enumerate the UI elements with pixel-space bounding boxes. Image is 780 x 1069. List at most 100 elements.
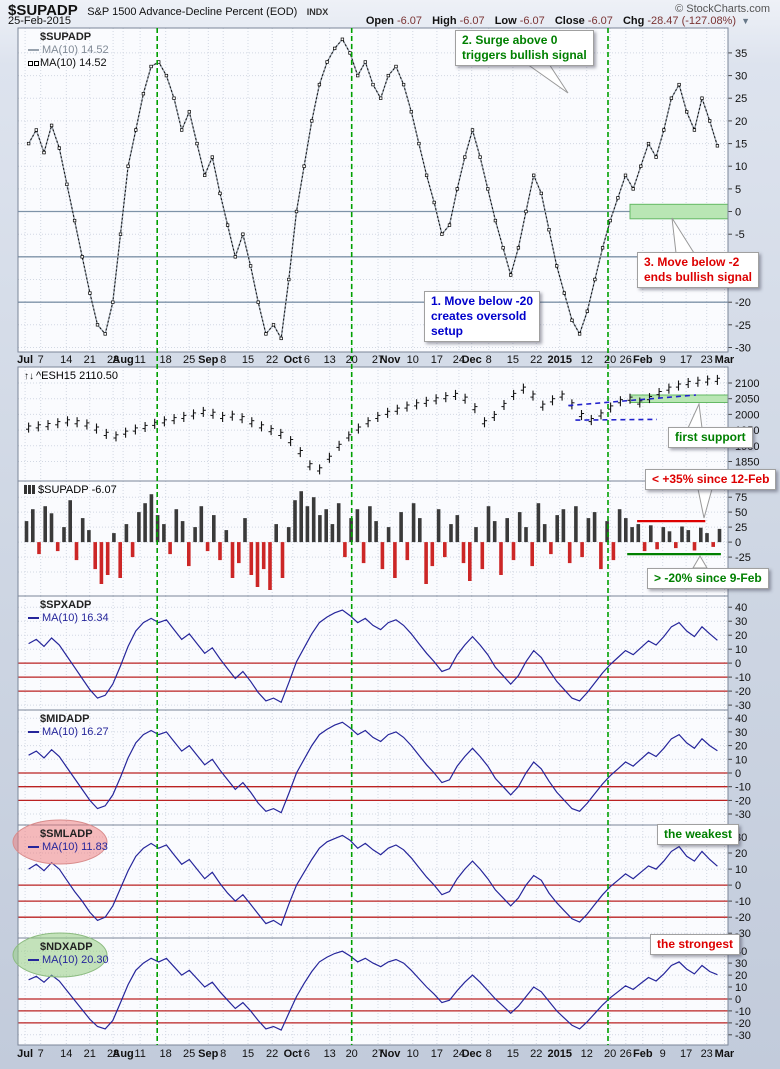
x-tick-label: 2015: [547, 1048, 572, 1060]
legend-symbol: $SPXADP: [40, 599, 92, 611]
x-tick-label: 20: [604, 354, 617, 366]
y-tick-label: 20: [735, 741, 747, 753]
spxadp-panel: 40 30 20 10 0 -10 -20 -30: [17, 595, 751, 712]
y-tick-label: 2000: [735, 409, 759, 421]
x-tick-label: 12: [580, 354, 593, 366]
x-tick-label: 23: [700, 354, 713, 366]
y-tick-label: 30: [735, 958, 747, 970]
x-axis-bottom: Jul 7 14 21 28 Aug 11 18 25 Sep 8 15 22 Oct 6 13 20 27 Nov…: [0, 1046, 780, 1062]
y-tick-label: 5: [735, 184, 741, 196]
y-tick-label: -10: [735, 1006, 751, 1018]
y-tick-label: -20: [735, 1018, 751, 1030]
legend-symbol: $NDXADP: [40, 941, 93, 953]
x-tick-label: 25: [182, 1048, 196, 1060]
y-tick-label: -30: [735, 1030, 751, 1042]
x-tick-label: 21: [83, 1048, 96, 1060]
ticker-symbol: $SUPADP: [8, 2, 78, 19]
square-marker-icon: [28, 60, 33, 66]
x-tick-label: 20: [345, 1048, 358, 1060]
navy-line-swatch-icon: [28, 846, 39, 849]
y-tick-label: 0: [735, 658, 741, 670]
legend-ma-gray: MA(10) 14.52: [28, 44, 109, 57]
x-tick-label: 11: [134, 1048, 146, 1060]
y-tick-label: -10: [735, 672, 751, 684]
x-tick-label: 13: [323, 1048, 336, 1060]
square-marker-icon: [34, 60, 39, 66]
ohlc-quote-row: Open -6.07 High -6.07 Low -6.07 Close -6.07 …: [359, 15, 750, 27]
legend-ma: MA(10) 16.27: [28, 726, 109, 739]
legend-symbol: $SMLADP: [40, 828, 93, 840]
legend-supadp-histogram: $SUPADP -6.07: [24, 484, 117, 497]
x-tick-label: 20: [345, 354, 358, 366]
callout-move-below-minus2: 3. Move below -2 ends bullish signal: [637, 252, 760, 288]
y-tick-label: 20: [735, 848, 747, 860]
x-tick-label: Mar: [714, 354, 735, 366]
x-tick-label: Sep: [198, 354, 219, 366]
x-tick-label: Nov: [379, 1048, 401, 1060]
low-value: -6.07: [519, 15, 545, 27]
x-tick-label: Oct: [283, 354, 302, 366]
x-tick-label: 8: [485, 1048, 492, 1060]
title-row: $SUPADP S&P 1500 Advance-Decline Percent…: [8, 2, 328, 20]
x-tick-label: 15: [506, 1048, 519, 1060]
y-tick-label: 0: [735, 537, 741, 549]
gray-line-swatch-icon: [28, 49, 39, 52]
chg-label: Chg: [622, 15, 645, 27]
legend-ma-dotted: MA(10) 14.52: [28, 57, 109, 70]
x-tick-label: 26: [619, 1048, 632, 1060]
x-tick-label: Dec: [461, 1048, 482, 1060]
close-value: -6.07: [587, 15, 613, 27]
callout-surge-above-zero: 2. Surge above 0 triggers bullish signal: [455, 30, 594, 66]
x-tick-label: Feb: [633, 354, 653, 366]
legend-symbol: $MIDADP: [40, 713, 90, 725]
x-tick-label: 13: [323, 354, 336, 366]
x-tick-label: 18: [159, 354, 172, 366]
x-tick-label: 17: [430, 354, 444, 366]
y-tick-label: -20: [735, 795, 751, 807]
y-tick-label: -30: [735, 809, 751, 821]
x-tick-label: 22: [266, 354, 279, 366]
x-tick-label: 7: [37, 1048, 44, 1060]
x-tick-label: 22: [266, 1048, 279, 1060]
x-tick-label: 24: [452, 354, 466, 366]
y-tick-label: 10: [735, 644, 747, 656]
x-tick-label: 17: [430, 1048, 444, 1060]
x-tick-label: 15: [241, 354, 255, 366]
chart-header: $SUPADP S&P 1500 Advance-Decline Percent…: [0, 0, 780, 28]
legend-ma: MA(10) 20.30: [28, 954, 109, 967]
y-tick-label: 15: [735, 139, 747, 151]
y-tick-label: 40: [735, 713, 747, 725]
callout-feb-high: < +35% since 12-Feb: [645, 469, 777, 490]
x-tick-label: 8: [220, 354, 227, 366]
x-tick-label: 11: [134, 354, 146, 366]
x-tick-label: 28: [107, 1048, 120, 1060]
x-tick-label: 9: [659, 1048, 666, 1060]
x-tick-label: 12: [580, 1048, 593, 1060]
legend-last-value: -6.07: [91, 484, 117, 496]
y-tick-label: 50: [735, 507, 747, 519]
y-tick-label: 2050: [735, 394, 759, 406]
legend-last-value: 2110.50: [79, 370, 119, 382]
copyright: © StockCharts.com: [675, 3, 770, 15]
x-tick-label: Jul: [17, 1048, 34, 1060]
navy-line-swatch-icon: [28, 731, 39, 734]
y-tick-label: -10: [735, 896, 751, 908]
low-label: Low: [494, 15, 517, 27]
ticker-description: S&P 1500 Advance-Decline Percent (EOD): [87, 6, 298, 18]
x-tick-label: 17: [679, 1048, 693, 1060]
y-tick-label: 10: [735, 982, 747, 994]
y-tick-label: -30: [735, 700, 751, 712]
y-tick-label: -20: [735, 912, 751, 924]
legend-supadp-ma: $SUPADP MA(10) 14.52 MA(10) 14.52: [28, 31, 109, 70]
y-tick-label: 35: [735, 48, 747, 60]
x-tick-label: 8: [485, 354, 492, 366]
y-tick-label: 0: [735, 207, 741, 219]
x-tick-label: 14: [60, 354, 73, 366]
x-tick-label: 22: [530, 1048, 543, 1060]
y-tick-label: 20: [735, 970, 747, 982]
